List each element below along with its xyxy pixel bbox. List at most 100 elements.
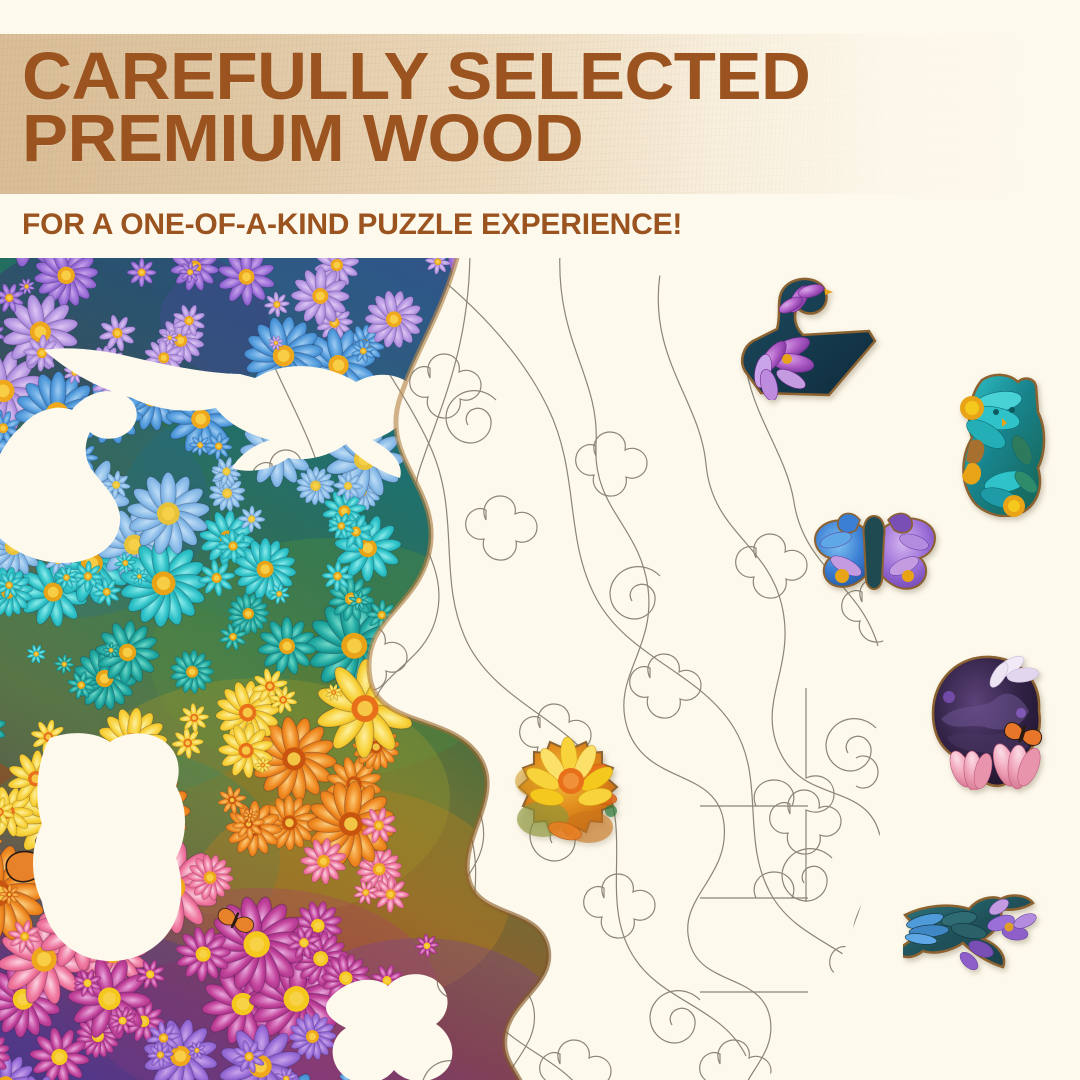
wood-edge-highlight — [366, 258, 552, 1080]
daisy-flower — [8, 920, 42, 953]
daisy-flower — [232, 1040, 266, 1073]
daisy-flower — [53, 653, 75, 675]
daisy-flower — [117, 258, 134, 259]
daisy-flower — [7, 750, 64, 808]
daisy-flower — [26, 644, 46, 664]
daisy-flower — [378, 632, 410, 664]
daisy-flower — [186, 854, 234, 901]
lotus-piece[interactable] — [925, 653, 1047, 790]
daisy-flower — [227, 592, 270, 635]
daisy-flower — [296, 466, 335, 506]
daisy-flower — [0, 410, 21, 446]
daisy-flower — [360, 807, 397, 844]
daisy-flower — [215, 528, 251, 564]
daisy-flower — [261, 794, 317, 851]
sunflower-piece[interactable] — [507, 735, 629, 857]
daisy-flower — [233, 537, 297, 601]
daisy-flower — [299, 838, 347, 885]
daisy-flower — [108, 1006, 137, 1035]
daisy-flower — [43, 546, 72, 575]
daisy-flower — [348, 590, 369, 611]
daisy-flower — [54, 565, 79, 590]
daisy-flower — [161, 329, 178, 346]
daisy-flower — [0, 283, 24, 313]
daisy-flower — [120, 539, 208, 628]
daisy-flower — [407, 1060, 432, 1080]
daisy-flower — [371, 964, 403, 997]
daisy-flower — [65, 440, 99, 475]
daisy-flower — [263, 291, 290, 318]
daisy-flower — [34, 258, 99, 308]
daisy-flower — [101, 470, 131, 500]
daisy-flower — [170, 649, 215, 694]
daisy-flower — [257, 616, 317, 675]
swan-piece[interactable] — [733, 275, 883, 400]
daisy-flower — [0, 839, 3, 853]
daisy-flower — [364, 290, 424, 349]
daisy-flower — [114, 551, 137, 575]
daisy-flower — [320, 953, 371, 1003]
daisy-flower — [197, 559, 236, 597]
daisy-flower — [126, 471, 210, 555]
daisy-flower — [0, 1036, 11, 1070]
daisy-flower — [0, 883, 20, 906]
daisy-flower — [187, 1041, 207, 1060]
subheadline: FOR A ONE-OF-A-KIND PUZZLE EXPERIENCE! — [22, 208, 683, 241]
daisy-flower — [425, 258, 451, 275]
eagle-piece[interactable] — [903, 893, 1053, 1001]
daisy-flower — [290, 266, 350, 326]
daisy-flower — [371, 875, 410, 914]
daisy-flower — [178, 260, 202, 284]
header-banner — [0, 34, 1080, 194]
headline-line-1: CAREFULLY SELECTED — [22, 39, 811, 114]
daisy-flower — [95, 620, 160, 685]
daisy-flower — [217, 785, 247, 815]
daisy-flower — [325, 683, 343, 701]
daisy-flower — [399, 422, 416, 439]
daisy-flower — [227, 399, 252, 424]
daisy-flower — [69, 773, 138, 842]
daisy-flower — [14, 370, 100, 456]
daisy-flower — [73, 969, 102, 997]
daisy-flower — [339, 1067, 369, 1080]
daisy-flower — [18, 278, 35, 295]
daisy-flower — [179, 702, 210, 733]
daisy-flower — [0, 796, 15, 827]
daisy-flower — [328, 512, 355, 540]
owl-piece[interactable] — [952, 372, 1057, 517]
daisy-flower — [204, 432, 233, 461]
daisy-flower — [23, 334, 61, 372]
daisy-flower — [92, 577, 122, 607]
daisy-flower — [67, 671, 96, 700]
daisy-flower — [321, 560, 354, 593]
daisy-flower — [268, 583, 290, 605]
daisy-flower — [74, 893, 93, 913]
wood-grain-texture — [0, 34, 1080, 194]
daisy-flower — [239, 413, 315, 488]
daisy-flower — [147, 1041, 174, 1069]
puzzle-board — [0, 258, 890, 1080]
daisy-flower — [288, 1012, 337, 1061]
daisy-flower — [97, 857, 132, 892]
page-title: CAREFULLY SELECTED PREMIUM WOOD — [22, 39, 1080, 176]
daisy-flower — [353, 880, 379, 905]
daisy-flower — [63, 361, 86, 384]
daisy-flower — [175, 926, 232, 983]
butterfly-piece[interactable] — [812, 508, 937, 603]
daisy-flower — [218, 258, 275, 306]
daisy-flower — [173, 304, 205, 337]
daisy-flower — [218, 372, 240, 394]
monarch-butterfly — [217, 907, 255, 933]
daisy-flower — [0, 571, 23, 599]
monarch-butterfly — [35, 833, 82, 859]
daisy-flower — [39, 452, 59, 473]
daisy-flower — [218, 722, 274, 779]
daisy-flower — [219, 623, 247, 651]
daisy-flower — [254, 756, 272, 774]
daisy-flower — [48, 511, 71, 534]
headline-line-2: PREMIUM WOOD — [22, 100, 584, 176]
daisy-flower — [252, 668, 288, 704]
daisy-flower — [351, 339, 376, 364]
daisy-flower — [71, 741, 99, 770]
